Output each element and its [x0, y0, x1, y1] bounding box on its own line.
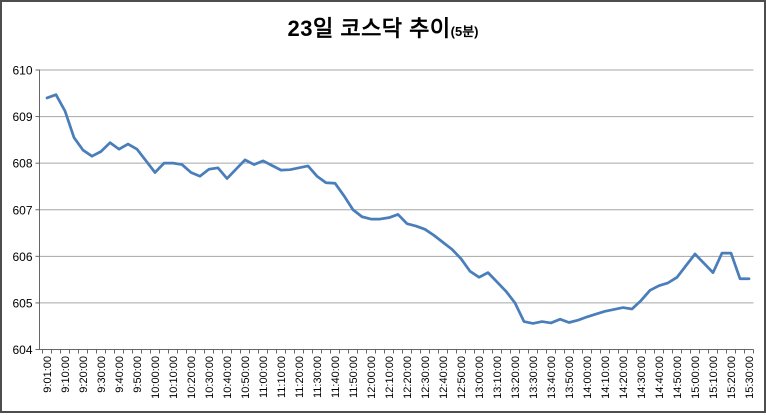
x-tick-label: 14:50:00 — [672, 356, 684, 399]
x-tick-label: 10:50:00 — [240, 356, 252, 399]
x-tick-label: 14:20:00 — [618, 356, 630, 399]
x-tick-label: 13:20:00 — [510, 356, 522, 399]
chart-title: 23일 코스닥 추이(5분) — [2, 14, 764, 47]
y-tick-label: 604 — [12, 343, 32, 357]
y-tick-label: 609 — [12, 110, 32, 124]
y-tick-label: 608 — [12, 157, 32, 171]
x-tick-label: 14:40:00 — [654, 356, 666, 399]
x-tick-label: 12:00:00 — [366, 356, 378, 399]
x-tick-label: 10:30:00 — [204, 356, 216, 399]
x-tick-label: 10:00:00 — [150, 356, 162, 399]
y-tick-label: 605 — [12, 296, 32, 310]
y-tick-label: 606 — [12, 250, 32, 264]
x-tick-label: 9:10:00 — [60, 356, 72, 393]
y-tick-label: 610 — [12, 64, 32, 78]
x-tick-label: 15:00:00 — [690, 356, 702, 399]
x-tick-label: 11:10:00 — [276, 356, 288, 398]
x-tick-label: 15:10:00 — [708, 356, 720, 399]
x-tick-label: 9:20:00 — [78, 356, 90, 393]
x-tick-label: 9:40:00 — [114, 356, 126, 393]
x-tick-label: 11:50:00 — [348, 356, 360, 398]
x-tick-label: 13:40:00 — [546, 356, 558, 399]
x-tick-label: 15:20:00 — [726, 356, 738, 399]
x-tick-label: 11:30:00 — [312, 356, 324, 398]
x-tick-label: 11:40:00 — [330, 356, 342, 398]
x-tick-label: 9:01:00 — [42, 356, 54, 393]
x-tick-label: 14:30:00 — [636, 356, 648, 399]
y-tick-label: 607 — [12, 203, 32, 217]
x-tick-label: 10:10:00 — [168, 356, 180, 399]
x-tick-label: 13:30:00 — [528, 356, 540, 399]
x-tick-label: 15:30:00 — [744, 356, 756, 399]
x-tick-label: 11:20:00 — [294, 356, 306, 398]
x-tick-label: 12:20:00 — [402, 356, 414, 399]
x-tick-label: 14:00:00 — [582, 356, 594, 399]
x-tick-label: 12:40:00 — [438, 356, 450, 399]
x-tick-label: 13:10:00 — [492, 356, 504, 399]
x-tick-label: 14:10:00 — [600, 356, 612, 399]
x-tick-label: 9:50:00 — [132, 356, 144, 393]
x-tick-label: 12:30:00 — [420, 356, 432, 399]
x-tick-label: 12:10:00 — [384, 356, 396, 399]
chart-title-text: 23일 코스닥 추이 — [287, 16, 451, 41]
x-tick-label: 13:00:00 — [474, 356, 486, 399]
x-tick-label: 11:00:00 — [258, 356, 270, 398]
chart-title-suffix: (5분) — [450, 24, 479, 39]
kosdaq-price-line — [45, 93, 751, 325]
x-tick-label: 9:30:00 — [96, 356, 108, 393]
x-tick-label: 12:50:00 — [456, 356, 468, 399]
x-tick-label: 10:40:00 — [222, 356, 234, 399]
x-tick-label: 13:50:00 — [564, 356, 576, 399]
x-tick-label: 10:20:00 — [186, 356, 198, 399]
